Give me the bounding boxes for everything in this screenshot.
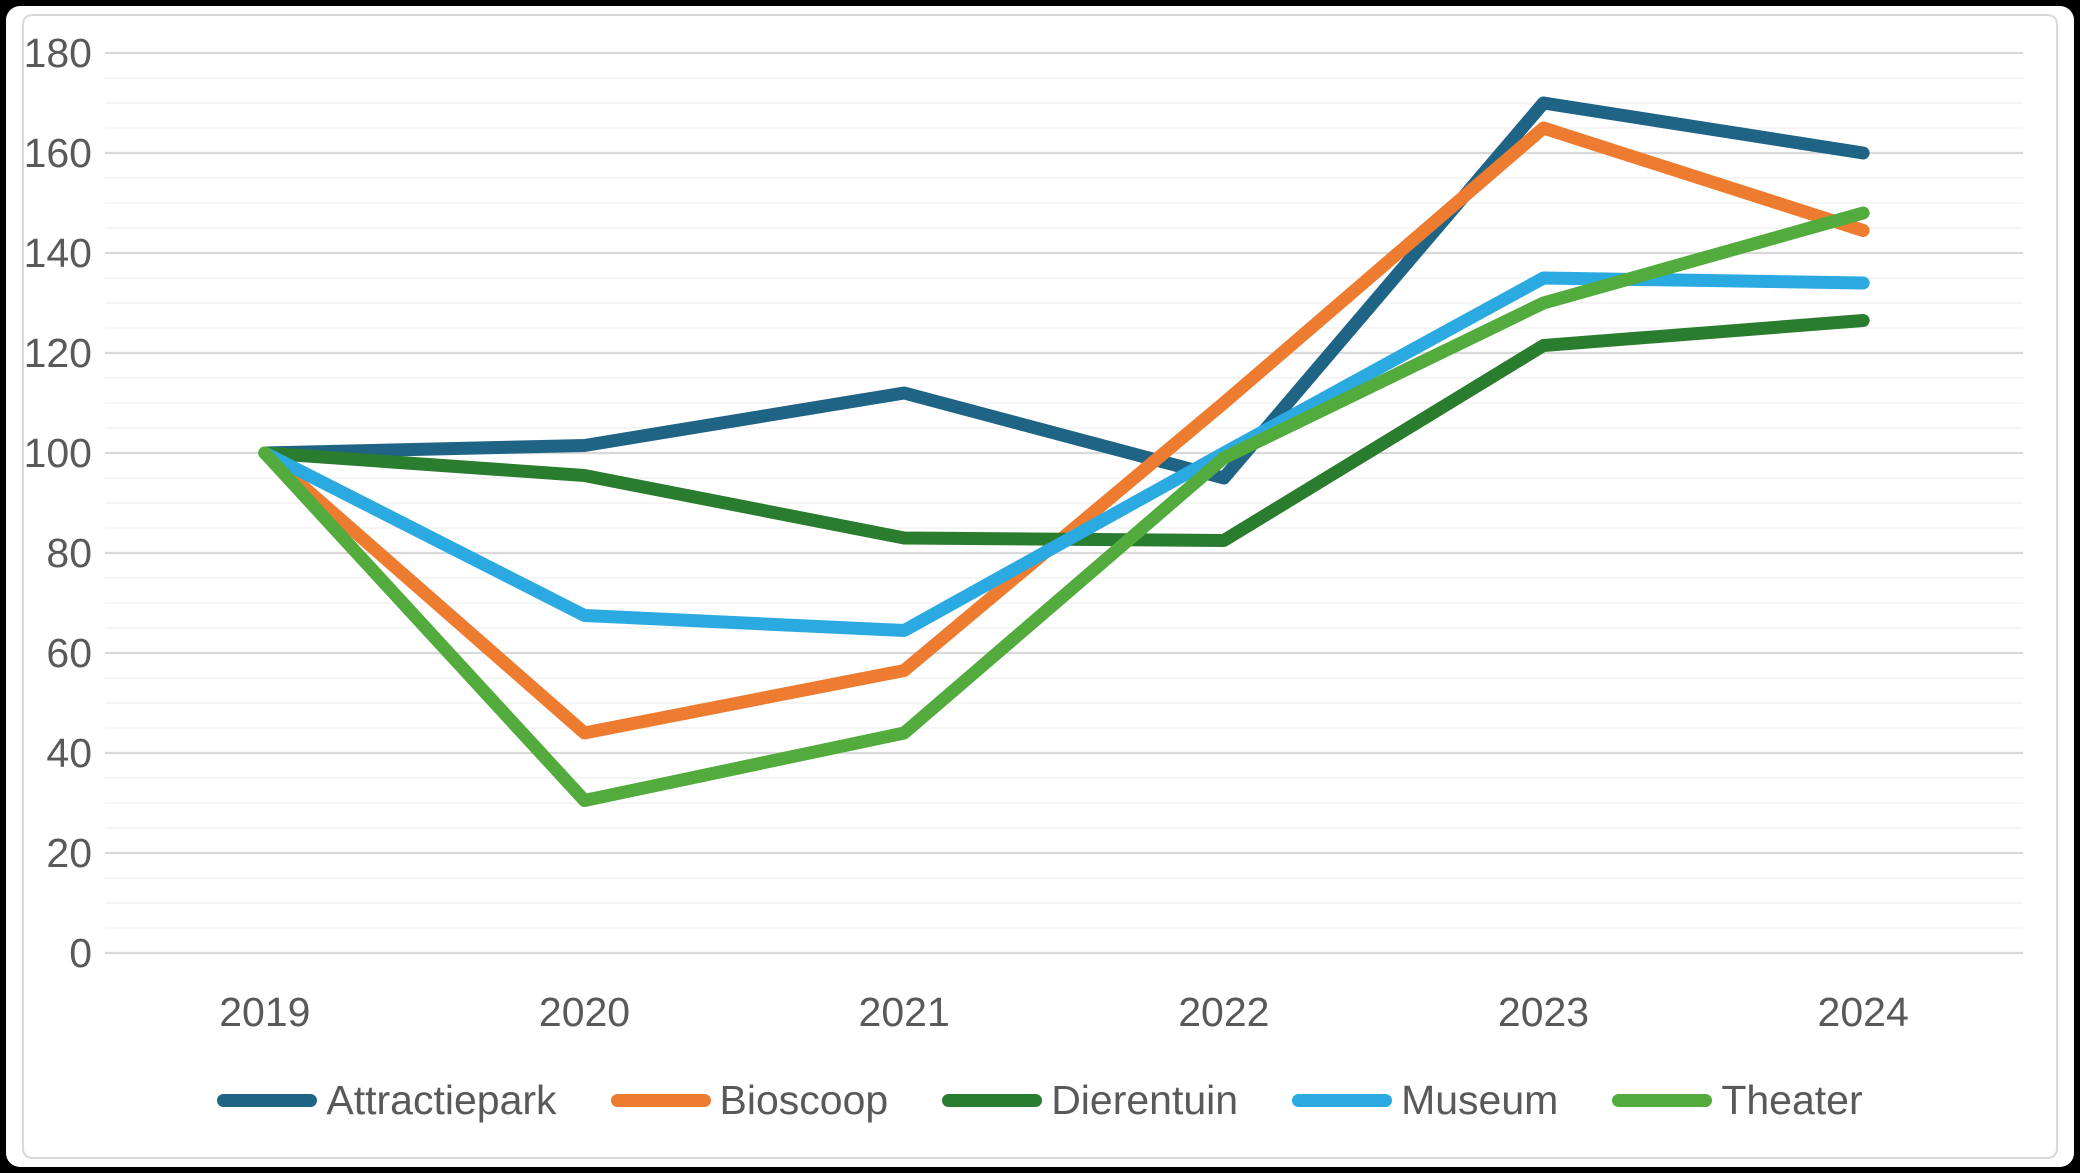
- chart-panel: [6, 6, 2074, 1167]
- y-axis-label: 40: [46, 730, 92, 776]
- legend-label-attractiepark: Attractiepark: [326, 1076, 557, 1123]
- legend-swatch-bioscoop: [610, 1093, 711, 1107]
- legend-label-bioscoop: Bioscoop: [719, 1076, 889, 1123]
- x-axis-label: 2024: [1818, 989, 1909, 1035]
- legend-swatch-museum: [1292, 1093, 1393, 1107]
- chart-legend: Attractiepark Bioscoop Dierentuin Museum…: [0, 1072, 2080, 1128]
- legend-swatch-theater: [1612, 1093, 1713, 1107]
- legend-label-museum: Museum: [1401, 1076, 1559, 1123]
- x-axis-label: 2019: [219, 989, 310, 1035]
- y-axis-label: 20: [46, 830, 92, 876]
- legend-item-attractiepark: Attractiepark: [217, 1076, 557, 1124]
- legend-item-theater: Theater: [1612, 1076, 1863, 1124]
- legend-item-museum: Museum: [1292, 1077, 1558, 1124]
- x-axis-label: 2023: [1498, 989, 1589, 1035]
- y-axis-label: 140: [24, 230, 92, 276]
- chart-border: [22, 14, 2058, 1159]
- series-line-museum: [258, 271, 1870, 637]
- x-axis-label: 2020: [539, 989, 630, 1035]
- legend-label-dierentuin: Dierentuin: [1051, 1076, 1239, 1123]
- series-line-theater: [258, 206, 1870, 807]
- y-axis-label: 120: [24, 330, 92, 376]
- y-axis-label: 60: [46, 630, 92, 676]
- x-axis-label: 2021: [859, 989, 950, 1035]
- y-axis-label: 160: [24, 130, 92, 176]
- legend-item-dierentuin: Dierentuin: [942, 1077, 1238, 1124]
- y-axis-label: 80: [46, 530, 92, 576]
- y-axis-label: 0: [69, 930, 92, 976]
- x-axis-label: 2022: [1178, 989, 1269, 1035]
- legend-swatch-dierentuin: [942, 1093, 1043, 1107]
- y-axis-label: 100: [24, 430, 92, 476]
- legend-swatch-attractiepark: [217, 1093, 318, 1107]
- legend-item-bioscoop: Bioscoop: [610, 1076, 889, 1124]
- series-line-attractiepark: [258, 96, 1870, 485]
- legend-label-theater: Theater: [1721, 1076, 1863, 1123]
- y-axis-label: 180: [24, 30, 92, 76]
